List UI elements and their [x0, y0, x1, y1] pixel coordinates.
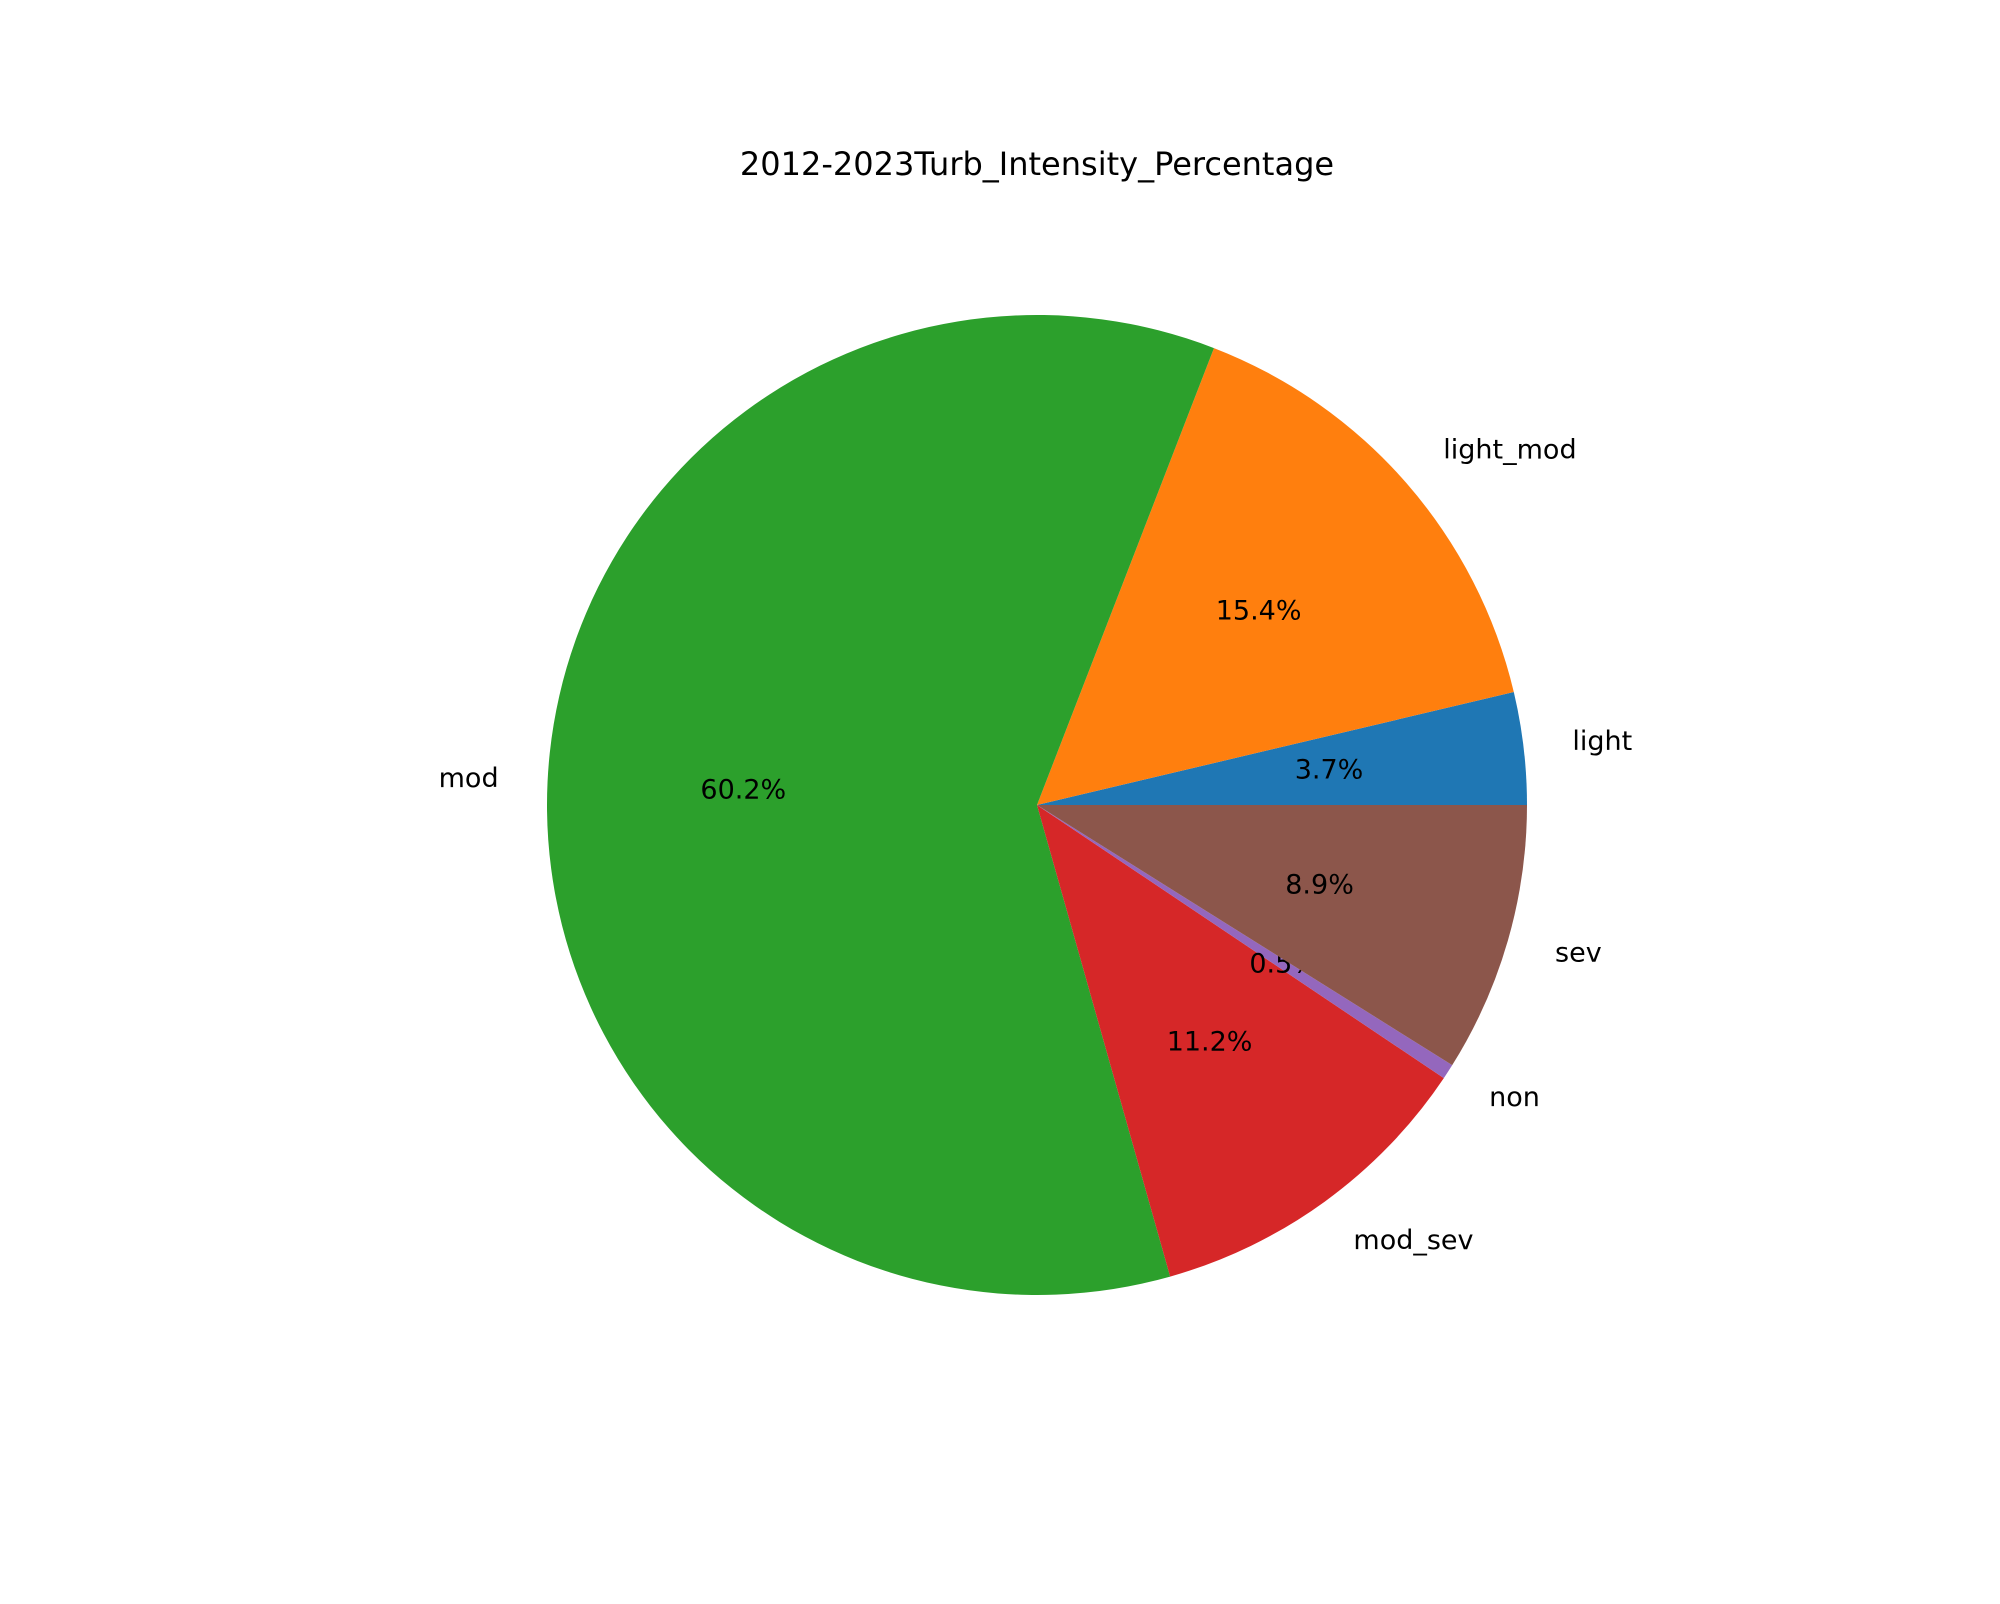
- pie-slice: [1037, 805, 1453, 1079]
- value-label: 15.4%: [1216, 595, 1302, 626]
- value-label: 11.2%: [1167, 1027, 1253, 1058]
- slice-label: non: [1489, 1082, 1540, 1113]
- value-label: 60.2%: [700, 775, 786, 806]
- slice-label: sev: [1555, 937, 1602, 968]
- pie-slice: [1037, 691, 1527, 805]
- slice-label: light: [1572, 726, 1632, 757]
- pie-slice: [546, 315, 1214, 1295]
- pie-slice: [1037, 348, 1514, 805]
- pie-slice: [1037, 805, 1444, 1277]
- slice-label: light_mod: [1443, 434, 1576, 465]
- slice-label: mod_sev: [1353, 1225, 1473, 1256]
- pie-slice: [1037, 805, 1527, 1066]
- value-label: 8.9%: [1285, 870, 1354, 901]
- chart-title: 2012-2023Turb_Intensity_Percentage: [740, 145, 1334, 183]
- value-label: 3.7%: [1295, 754, 1364, 785]
- slice-label: mod: [439, 763, 499, 794]
